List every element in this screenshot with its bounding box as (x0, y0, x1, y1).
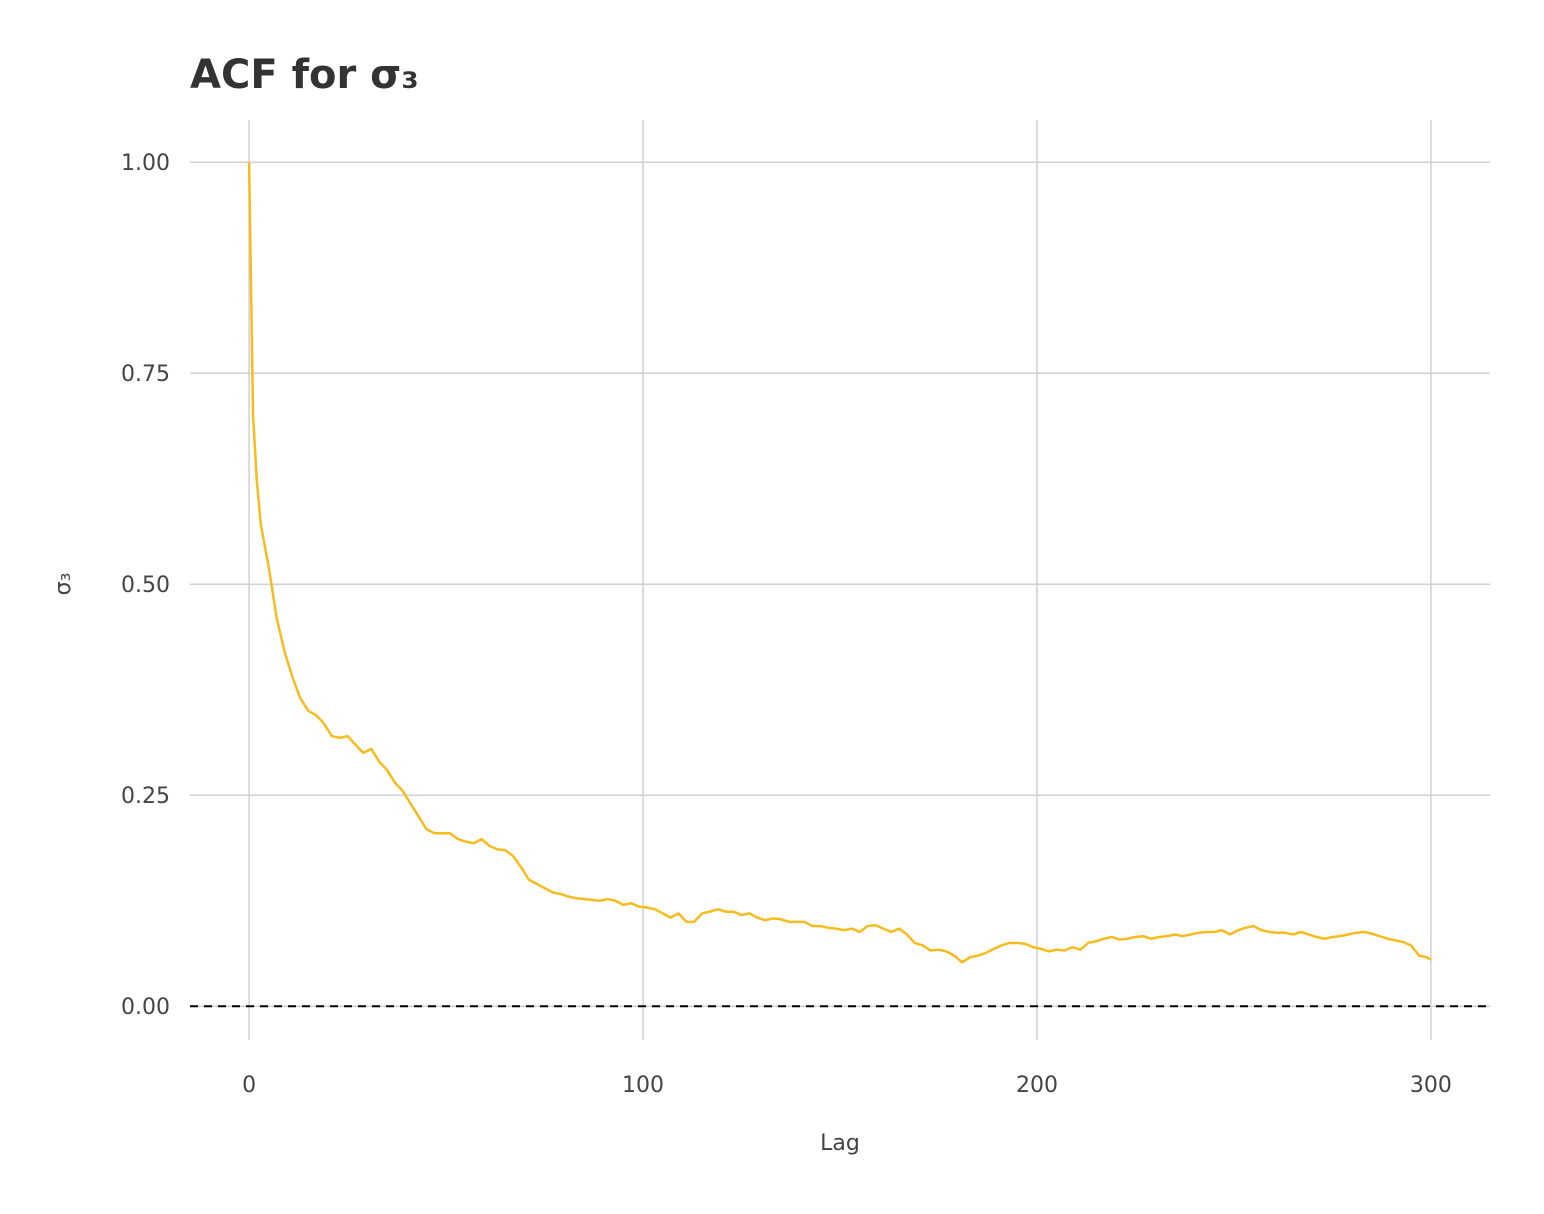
y-axis-label: σ₃ (51, 573, 76, 596)
y-tick-label: 1.00 (121, 151, 170, 176)
x-tick-label: 0 (242, 1073, 256, 1098)
x-tick-label: 300 (1410, 1073, 1452, 1098)
chart-title: ACF for σ₃ (190, 52, 419, 98)
x-axis-label: Lag (820, 1131, 860, 1156)
y-tick-label: 0.75 (121, 362, 170, 387)
y-tick-label: 0.00 (121, 995, 170, 1020)
y-tick-label: 0.25 (121, 784, 170, 809)
x-tick-label: 100 (622, 1073, 664, 1098)
y-tick-label: 0.50 (121, 573, 170, 598)
x-tick-label: 200 (1016, 1073, 1058, 1098)
line-series (247, 162, 1432, 964)
